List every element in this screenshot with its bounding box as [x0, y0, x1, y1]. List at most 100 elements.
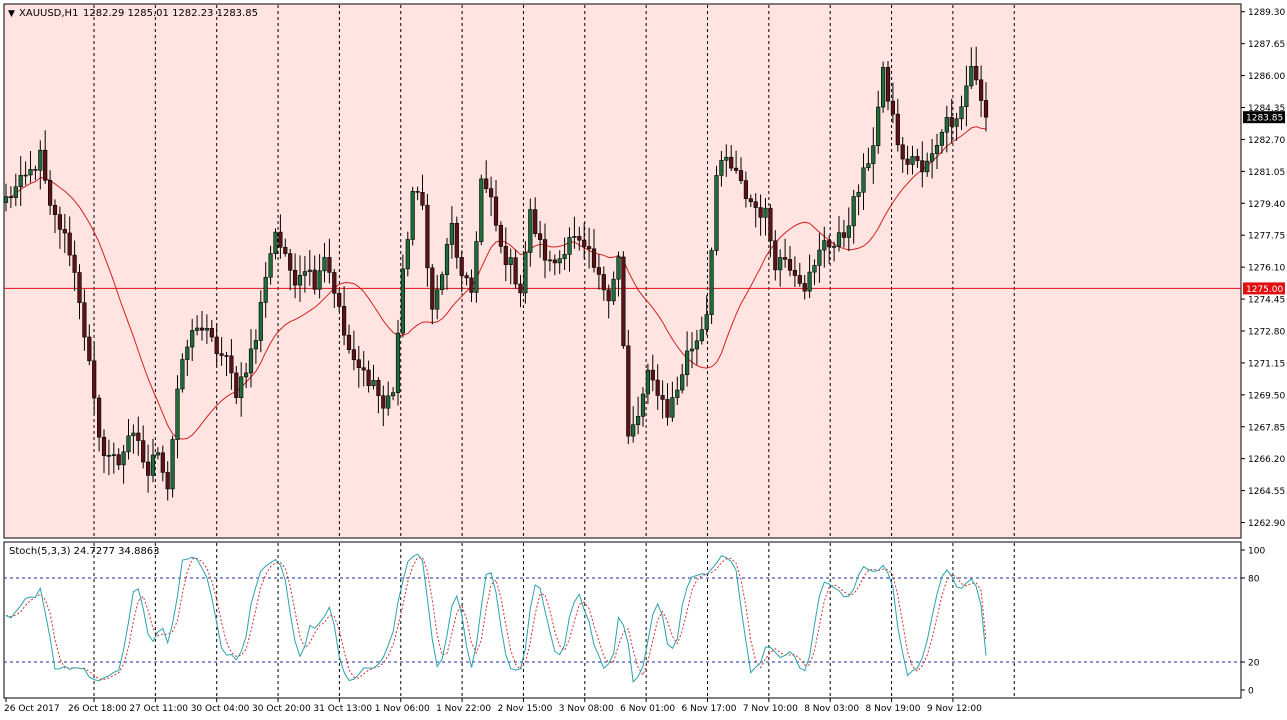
price-tick-label: 1281.05: [1248, 168, 1285, 178]
candle: [552, 254, 557, 276]
candle: [778, 249, 783, 287]
stoch-tick-label: 80: [1248, 575, 1260, 585]
candle: [141, 425, 146, 469]
candle: [62, 213, 67, 254]
candle: [366, 360, 371, 393]
candle: [758, 194, 763, 236]
candle: [474, 231, 479, 303]
candle: [209, 319, 214, 342]
price-tick-label: 1266.20: [1248, 455, 1285, 465]
candle: [631, 406, 636, 443]
time-tick-label: 26 Oct 2017: [4, 704, 60, 714]
candle: [185, 339, 190, 377]
candle: [439, 271, 445, 295]
candle: [939, 129, 944, 154]
stoch-vertical-grid: [93, 543, 1015, 697]
candle: [464, 272, 469, 286]
candle: [763, 197, 768, 236]
candle: [454, 216, 459, 269]
stoch-pane-bg: [3, 541, 1242, 699]
stoch-tick-label: 20: [1248, 659, 1260, 669]
candle: [665, 383, 670, 426]
candle: [709, 247, 714, 325]
candle: [675, 376, 680, 405]
candle: [420, 174, 425, 210]
candle: [160, 445, 165, 482]
candle: [444, 238, 450, 290]
last-price-tag: 1283.85: [1243, 111, 1285, 124]
candle: [77, 264, 82, 320]
candle: [719, 150, 724, 187]
price-tick-label: 1287.65: [1248, 40, 1285, 50]
candle: [248, 329, 254, 388]
candle: [87, 324, 92, 366]
candle: [533, 197, 538, 238]
candle: [57, 206, 62, 249]
candle: [596, 254, 601, 290]
moving-average: [5, 126, 987, 440]
candle: [307, 250, 312, 286]
candle: [866, 147, 871, 172]
candle: [322, 242, 327, 283]
candle: [263, 262, 268, 318]
price-tick-label: 1262.90: [1248, 519, 1285, 529]
candle: [827, 235, 832, 264]
candle: [136, 416, 141, 456]
candle: [214, 323, 219, 367]
candle: [792, 256, 797, 287]
candle: [297, 255, 303, 302]
time-tick-label: 31 Oct 13:00: [313, 704, 372, 714]
candle: [239, 362, 244, 417]
candle: [513, 249, 518, 289]
candle: [508, 248, 513, 285]
stoch-main-line: [5, 553, 987, 684]
symbol-menu-icon[interactable]: ▼: [8, 9, 15, 19]
candle: [488, 176, 494, 217]
time-tick-label: 8 Nov 19:00: [866, 704, 921, 714]
stoch-signal-line: [5, 556, 987, 680]
time-tick-label: 1 Nov 22:00: [436, 704, 491, 714]
candle: [621, 251, 626, 349]
candle: [900, 136, 905, 173]
price-tick-label: 1276.10: [1248, 264, 1285, 274]
candle: [910, 145, 915, 175]
hline-price-tag-text: 1275.00: [1246, 285, 1283, 295]
candle: [346, 324, 352, 354]
stoch-label: Stoch(5,3,3) 24.7277 34.8863: [9, 546, 160, 557]
candle: [537, 220, 543, 258]
candle: [170, 435, 175, 498]
candle: [106, 439, 111, 476]
candle: [885, 61, 891, 111]
candle: [292, 253, 298, 299]
candle: [572, 216, 577, 249]
time-tick-label: 26 Oct 18:00: [68, 704, 127, 714]
candle: [47, 170, 53, 215]
time-axis: 26 Oct 2017 26 Oct 18:00 27 Oct 11:00 30 Oc…: [4, 698, 982, 714]
price-tick-label: 1274.45: [1248, 296, 1285, 306]
time-tick-label: 3 Nov 08:00: [559, 704, 614, 714]
candle: [773, 230, 778, 281]
candle: [699, 316, 704, 345]
price-tick-label: 1272.80: [1248, 327, 1285, 337]
candle: [351, 330, 357, 371]
candle: [954, 112, 959, 141]
candle: [204, 314, 210, 344]
candle: [415, 186, 420, 201]
candle: [714, 165, 719, 256]
candle: [371, 364, 376, 390]
candle: [337, 288, 342, 312]
candle: [288, 248, 293, 291]
candle: [787, 246, 793, 277]
candle: [8, 186, 14, 209]
candle: [67, 216, 72, 267]
candle: [43, 130, 48, 184]
candle: [925, 152, 930, 177]
candle: [180, 353, 185, 393]
candle: [312, 255, 317, 295]
candle: [121, 445, 126, 484]
price-tick-label: 1269.50: [1248, 391, 1285, 401]
candle: [616, 251, 621, 297]
candle: [738, 157, 744, 184]
candle: [224, 351, 229, 377]
price-tick-label: 1284.35: [1248, 104, 1285, 114]
